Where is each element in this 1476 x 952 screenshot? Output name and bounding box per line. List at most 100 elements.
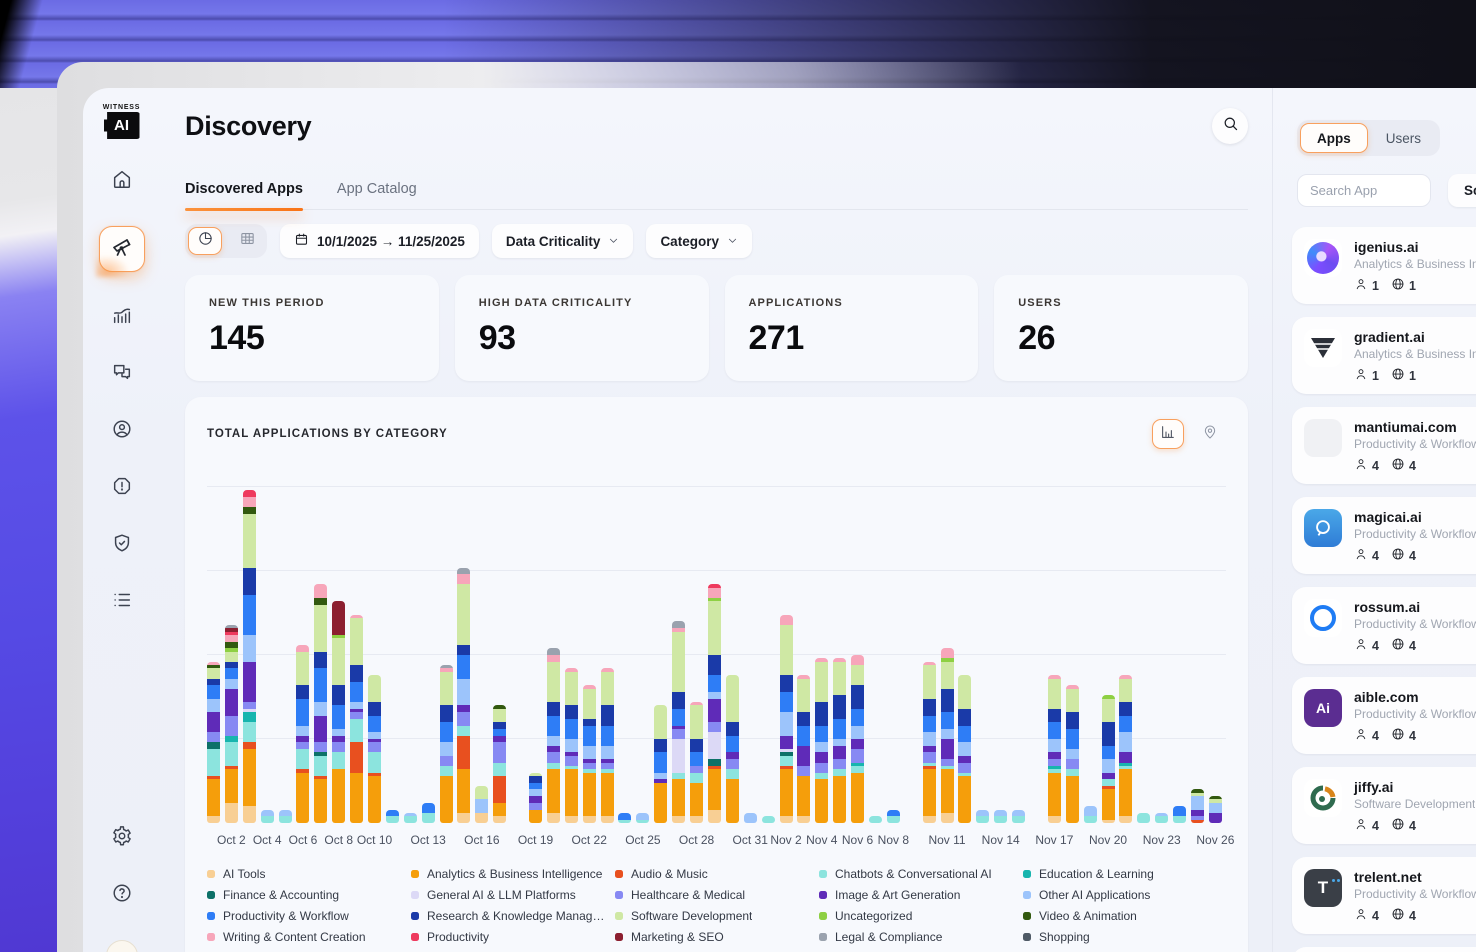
bar-nov-25[interactable] [1190,475,1204,823]
bar-nov-5[interactable] [833,475,847,823]
bar-oct-22[interactable]: Oct 22 [572,475,607,847]
bar-segment [368,739,382,743]
table-view-button[interactable] [230,227,264,255]
bar-nov-22[interactable] [1137,475,1151,823]
bar-nov-3[interactable] [797,475,811,823]
bar-oct-14[interactable] [439,475,453,823]
bar-nov-21[interactable] [1119,475,1133,823]
bar-oct-26[interactable] [654,475,668,823]
bar-nov-20[interactable]: Nov 20 [1089,475,1127,847]
bar-chart-view-button[interactable] [1152,419,1184,449]
bar-oct-5[interactable] [278,475,292,823]
sidebar-item-users[interactable] [110,419,134,443]
bar-nov-11[interactable]: Nov 11 [928,475,966,847]
bar-oct-19[interactable]: Oct 19 [518,475,553,847]
bar-nov-2[interactable]: Nov 2 [770,475,802,847]
bar-oct-7[interactable] [314,475,328,823]
bar-nov-16[interactable] [1030,475,1043,823]
bar-oct-16[interactable]: Oct 16 [464,475,500,847]
bar-segment [207,668,220,679]
app-card-gradient.ai[interactable]: gradient.ai Analytics & Business Intellig… [1292,317,1476,394]
sidebar-item-settings[interactable] [110,825,134,850]
bar-oct-28[interactable]: Oct 28 [679,475,714,847]
tab-app-catalog[interactable]: App Catalog [336,181,417,197]
bar-nov-6[interactable]: Nov 6 [842,475,873,847]
bar-oct-18[interactable] [511,475,524,823]
bar-nov-1[interactable] [761,475,775,823]
bar-nov-9[interactable] [905,475,918,823]
bar-nov-24[interactable] [1173,475,1187,823]
bar-oct-6[interactable]: Oct 6 [289,475,317,847]
tab-apps[interactable]: Apps [1300,123,1368,153]
bar-oct-21[interactable] [564,475,578,823]
bar-nov-26[interactable]: Nov 26 [1196,475,1234,847]
sidebar-item-logs[interactable] [110,590,134,614]
legend-item: General AI & LLM Platforms [411,888,615,902]
sidebar-item-policies[interactable] [110,533,134,557]
bar-oct-8[interactable]: Oct 8 [324,475,353,847]
bar-oct-3[interactable] [242,475,256,823]
app-card-igenius.ai[interactable]: igenius.ai Analytics & Business Intellige… [1292,227,1476,304]
bar-oct-27[interactable] [672,475,686,823]
bar-nov-8[interactable]: Nov 8 [878,475,909,847]
bar-oct-17[interactable] [493,475,507,823]
bar-nov-13[interactable] [976,475,990,823]
bar-oct-20[interactable] [546,475,560,823]
bar-oct-12[interactable] [403,475,417,823]
bar-oct-29[interactable] [707,475,721,823]
bar-segment [851,685,865,709]
bar-segment [546,715,560,736]
category-dropdown[interactable]: Category [646,224,752,258]
app-card-aible.com[interactable]: Ai aible.com Productivity & Workflow 4 4 [1292,677,1476,754]
bar-nov-7[interactable] [868,475,882,823]
bar-oct-13[interactable]: Oct 13 [411,475,446,847]
bar-oct-4[interactable]: Oct 4 [253,475,282,847]
app-card-mantiumai.com[interactable]: mantiumai.com Productivity & Workflow 4 4 [1292,407,1476,484]
bar-nov-18[interactable] [1065,475,1079,823]
tab-users[interactable]: Users [1385,130,1422,146]
bar-nov-4[interactable]: Nov 4 [806,475,837,847]
date-range-picker[interactable]: 10/1/2025 → 11/25/2025 [280,224,479,258]
data-criticality-dropdown[interactable]: Data Criticality [491,224,634,258]
bar-oct-11[interactable] [385,475,399,823]
global-search-button[interactable] [1212,108,1248,144]
bar-oct-15[interactable] [457,475,471,823]
bar-oct-30[interactable] [725,475,739,823]
bar-oct-10[interactable]: Oct 10 [357,475,392,847]
bar-nov-23[interactable]: Nov 23 [1143,475,1181,847]
bar-oct-24[interactable] [618,475,632,823]
sidebar-item-analytics[interactable] [110,305,134,329]
bar-oct-23[interactable] [600,475,614,823]
bar-nov-14[interactable]: Nov 14 [982,475,1020,847]
clipped-action-button[interactable]: Sc [1448,174,1476,207]
sidebar-item-home[interactable] [110,169,134,193]
bar-oct-9[interactable] [350,475,364,823]
pie-view-button[interactable] [188,227,222,255]
sidebar-item-discovery[interactable] [98,226,145,272]
avatar[interactable] [105,940,138,952]
bar-nov-12[interactable] [958,475,972,823]
bar-oct-25[interactable]: Oct 25 [625,475,661,847]
sidebar-item-alerts[interactable] [110,476,134,500]
bar-nov-17[interactable]: Nov 17 [1035,475,1073,847]
bar-oct-31[interactable]: Oct 31 [733,475,768,847]
app-card-magicai.ai[interactable]: magicai.ai Productivity & Workflow 4 4 [1292,497,1476,574]
sidebar-item-conversations[interactable] [110,362,134,386]
witness-ai-logo[interactable]: WITNESS AI [103,104,141,139]
search-app-input[interactable] [1297,174,1431,207]
bar-nov-10[interactable] [922,475,936,823]
bar-nov-15[interactable] [1012,475,1026,823]
tab-discovered-apps[interactable]: Discovered Apps [185,181,303,211]
map-view-button[interactable] [1194,419,1226,449]
bar-nov-19[interactable] [1083,475,1097,823]
bar-segment [314,604,328,652]
bar-oct-2[interactable]: Oct 2 [217,475,246,847]
app-card-rossum.ai[interactable]: rossum.ai Productivity & Workflow 4 4 [1292,587,1476,664]
bar-segment [958,725,972,743]
sidebar-item-help[interactable] [110,883,134,907]
bar-oct-1[interactable] [207,475,220,823]
app-card-jiffy.ai[interactable]: jiffy.ai Software Development 4 4 [1292,767,1476,844]
bar-segment [207,685,220,699]
